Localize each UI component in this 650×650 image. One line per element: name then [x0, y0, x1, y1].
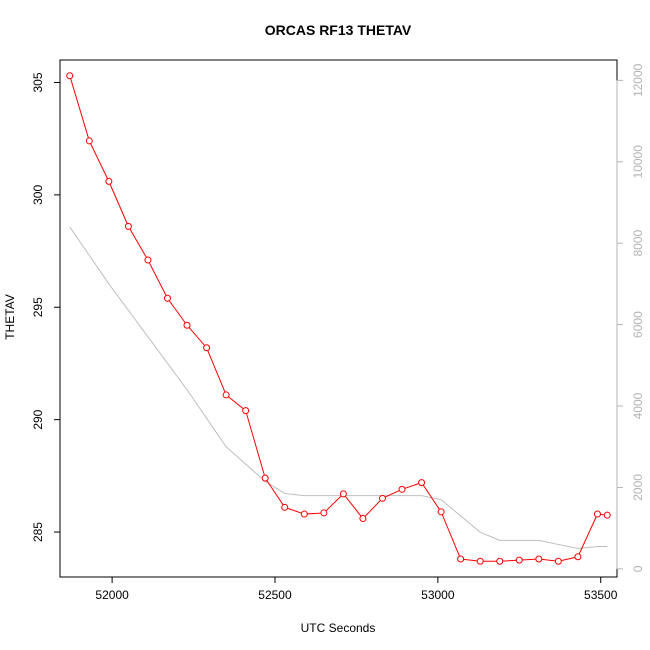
- y2-tick-label: 2000: [631, 474, 645, 501]
- y2-tick-label: 6000: [631, 311, 645, 338]
- y-axis: 285 290 295 300 305: [31, 72, 61, 542]
- primary-series-point: [378, 494, 386, 502]
- primary-series-point: [593, 510, 601, 518]
- primary-series-point: [359, 515, 367, 523]
- y-tick-label: 305: [31, 72, 45, 92]
- primary-series-point: [124, 222, 132, 230]
- y-tick-label: 295: [31, 297, 45, 317]
- y-tick-label: 290: [31, 409, 45, 429]
- secondary-series-line: [69, 226, 608, 550]
- x-axis-label: UTC Seconds: [301, 621, 376, 635]
- primary-series-point: [105, 177, 113, 185]
- primary-series-point: [144, 256, 152, 264]
- primary-series-line: [69, 75, 608, 562]
- secondary-y-axis: 0 2000 4000 6000 8000 10000 12000: [616, 63, 645, 572]
- primary-series-point: [535, 555, 543, 563]
- primary-series-point: [320, 509, 328, 517]
- x-tick-label: 52000: [95, 588, 129, 602]
- y2-tick-label: 8000: [631, 230, 645, 257]
- y-tick-label: 300: [31, 185, 45, 205]
- chart-title: ORCAS RF13 THETAV: [265, 22, 412, 38]
- x-axis: 52000 52500 53000 53500: [95, 576, 618, 602]
- primary-series-point: [183, 321, 191, 329]
- primary-series-point: [398, 485, 406, 493]
- primary-series-point: [515, 556, 523, 564]
- primary-series-point: [457, 555, 465, 563]
- plot-frame: [59, 59, 618, 578]
- y2-tick-label: 12000: [631, 63, 645, 97]
- primary-series-point: [437, 508, 445, 516]
- primary-series-point: [476, 557, 484, 565]
- primary-series-point: [66, 72, 74, 80]
- x-tick-label: 53500: [584, 588, 618, 602]
- primary-series-point: [300, 510, 308, 518]
- primary-series-point: [603, 511, 611, 519]
- y2-tick-label: 0: [631, 565, 645, 572]
- primary-series-point: [554, 557, 562, 565]
- y2-tick-label: 4000: [631, 392, 645, 419]
- y2-tick-label: 10000: [631, 145, 645, 179]
- primary-series-point: [222, 391, 230, 399]
- x-tick-label: 53000: [421, 588, 455, 602]
- primary-series-point: [496, 557, 504, 565]
- x-tick-label: 52500: [258, 588, 292, 602]
- primary-series-point: [85, 137, 93, 145]
- primary-series-point: [339, 490, 347, 498]
- primary-series-point: [261, 474, 269, 482]
- y-axis-label: THETAV: [3, 294, 17, 340]
- primary-series-point: [203, 344, 211, 352]
- primary-series-point: [163, 294, 171, 302]
- primary-series-point: [418, 479, 426, 487]
- series-layer: [66, 72, 611, 565]
- y-tick-label: 285: [31, 522, 45, 542]
- primary-series-point: [281, 503, 289, 511]
- primary-series-point: [574, 553, 582, 561]
- primary-series-point: [242, 407, 250, 415]
